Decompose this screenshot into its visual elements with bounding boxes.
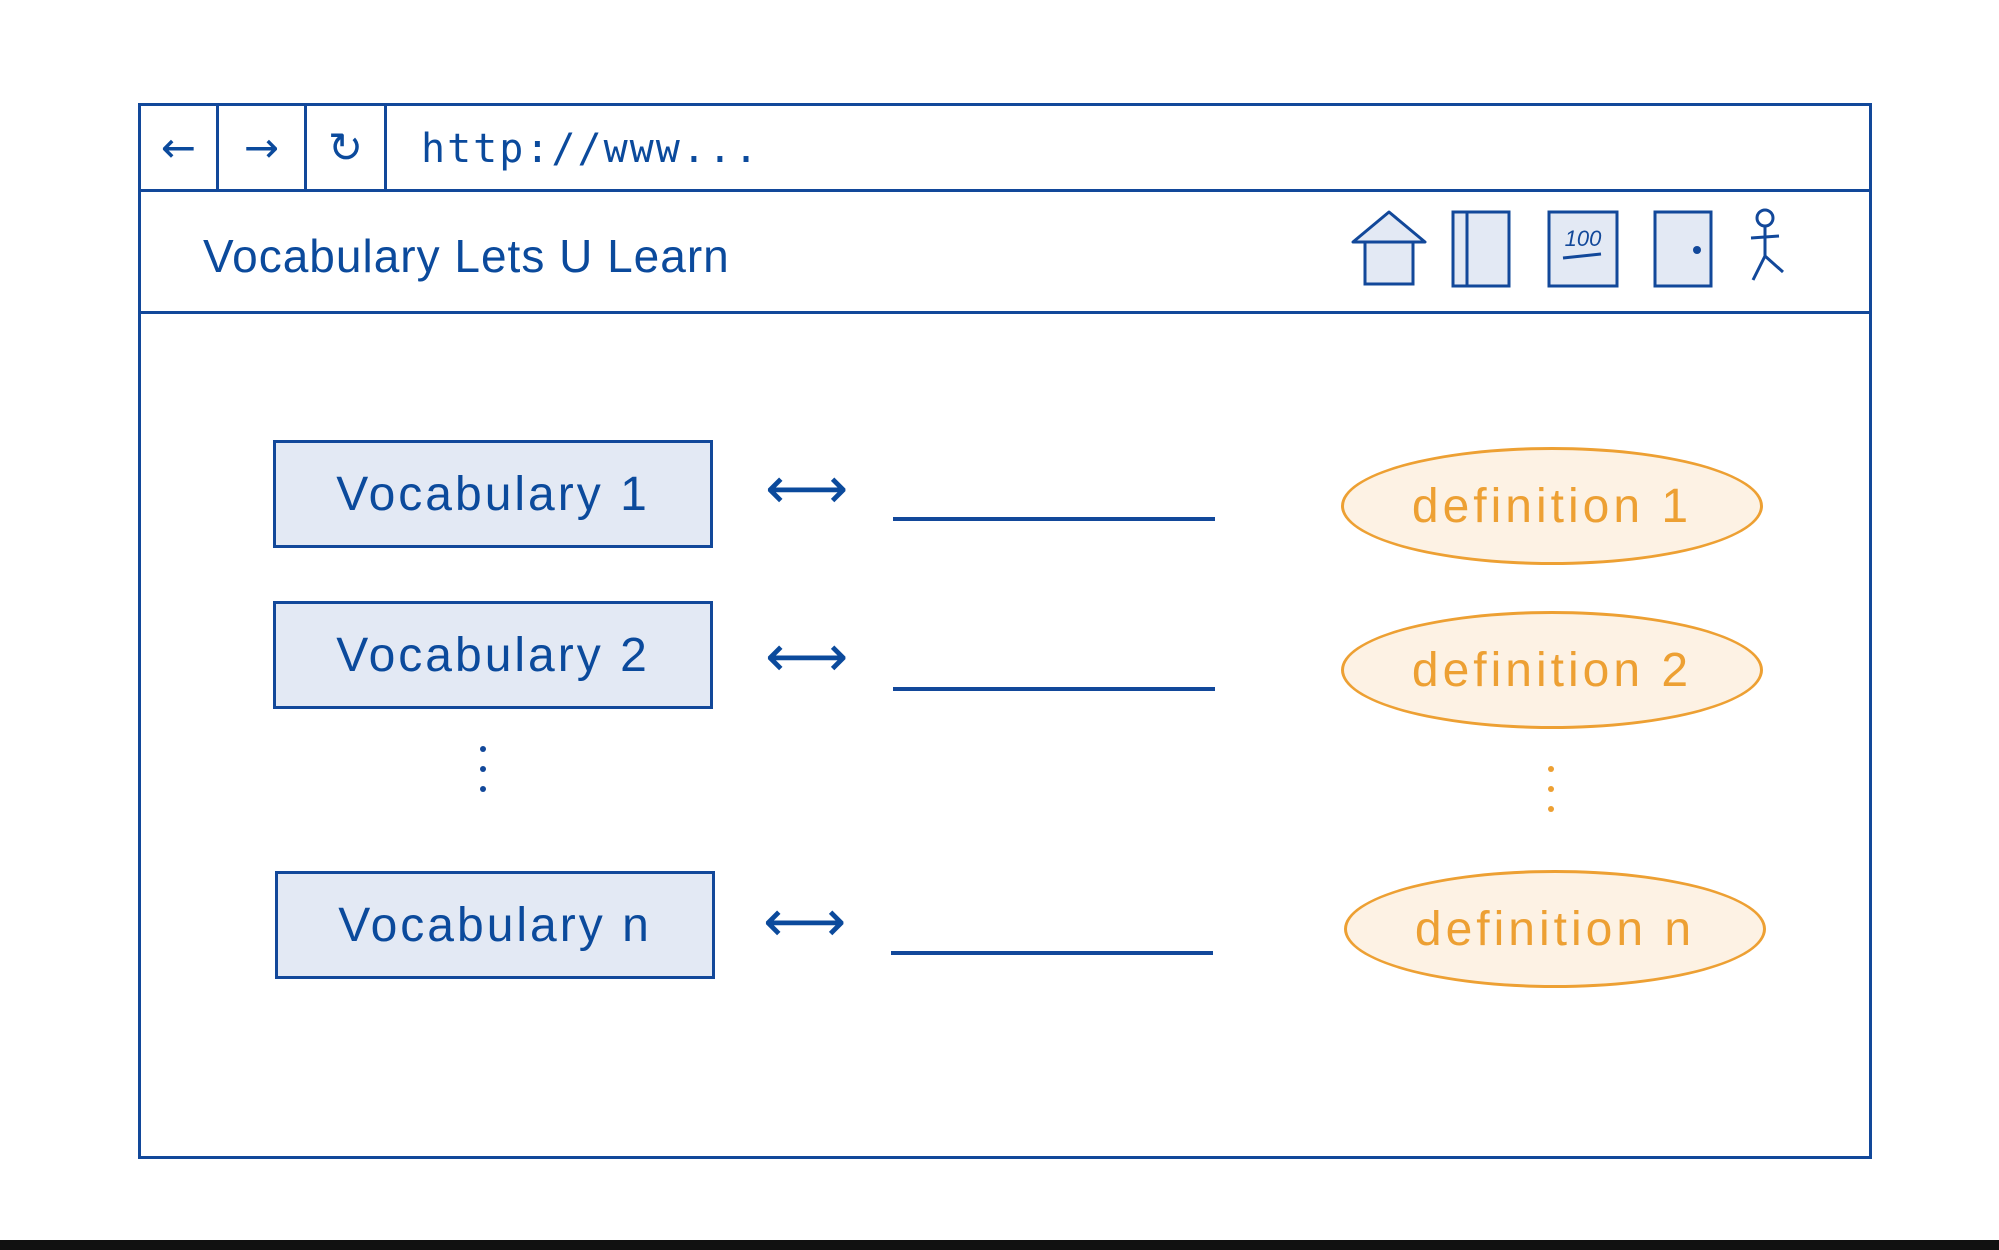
match-arrow-icon: ⟷ xyxy=(765,454,849,522)
forward-arrow-icon: → xyxy=(243,123,280,172)
definition-chip-2[interactable]: definition 2 xyxy=(1341,611,1763,729)
vocab-card-2[interactable]: Vocabulary 2 xyxy=(273,601,713,709)
forward-button[interactable]: → xyxy=(219,106,307,189)
definition-chip-1[interactable]: definition 1 xyxy=(1341,447,1763,565)
score-icon[interactable]: 100 xyxy=(1545,206,1621,290)
vocab-card-n[interactable]: Vocabulary n xyxy=(275,871,715,979)
answer-slot-2[interactable] xyxy=(893,687,1215,691)
refresh-button[interactable]: ↻ xyxy=(307,106,387,189)
answer-slot-1[interactable] xyxy=(893,517,1215,521)
back-arrow-icon: ← xyxy=(160,123,197,172)
score-text: 100 xyxy=(1565,226,1602,251)
definition-more-indicator xyxy=(1541,766,1561,812)
back-button[interactable]: ← xyxy=(141,106,219,189)
answer-slot-n[interactable] xyxy=(891,951,1213,955)
site-title: Vocabulary Lets U Learn xyxy=(203,230,730,282)
book-icon[interactable] xyxy=(1449,206,1513,290)
header-divider xyxy=(141,311,1869,314)
match-arrow-icon: ⟷ xyxy=(763,887,847,955)
definition-chip-n[interactable]: definition n xyxy=(1344,870,1766,988)
person-icon[interactable] xyxy=(1743,206,1791,290)
url-bar[interactable]: http://www... xyxy=(421,126,761,172)
match-arrow-icon: ⟷ xyxy=(765,622,849,690)
home-icon[interactable] xyxy=(1349,206,1429,290)
vocab-more-indicator xyxy=(473,746,493,792)
browser-window: ← → ↻ http://www... Vocabulary Lets U Le… xyxy=(138,103,1872,1159)
vocab-card-1[interactable]: Vocabulary 1 xyxy=(273,440,713,548)
door-icon[interactable] xyxy=(1651,206,1715,290)
refresh-icon: ↻ xyxy=(327,123,364,172)
address-bar-divider xyxy=(141,189,1869,192)
bottom-strip xyxy=(0,1240,1999,1250)
